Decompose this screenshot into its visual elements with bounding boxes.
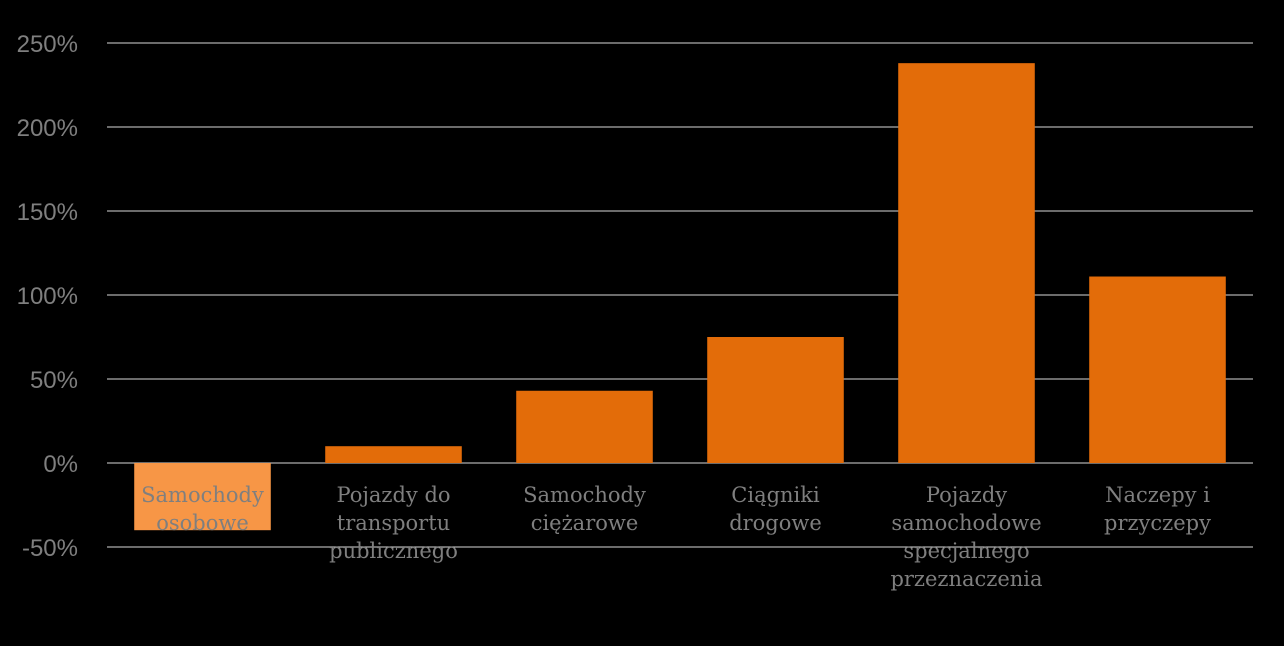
y-tick-label: 200% (17, 115, 78, 142)
y-tick-label: 100% (17, 283, 78, 310)
y-tick-label: -50% (22, 535, 78, 562)
bar (898, 63, 1035, 463)
category-label: Naczepy i przyczepy (1104, 483, 1211, 535)
bar (1089, 276, 1226, 463)
gridlines (107, 42, 1253, 548)
y-tick-label: 50% (30, 367, 78, 394)
bar (134, 463, 271, 531)
category-label: Samochody ciężarowe (523, 483, 646, 535)
category-labels: Samochody osobowe Pojazdy do transportu publ… (141, 483, 1211, 591)
bar (707, 337, 844, 463)
category-label: Ciągniki drogowe (729, 483, 822, 535)
y-tick-label: 250% (17, 31, 78, 58)
y-tick-label: 0% (43, 451, 78, 478)
category-label: Pojazdy samochodowe specjalnego przeznaczen… (890, 483, 1042, 591)
bar (516, 390, 653, 463)
y-tick-label: 150% (17, 199, 78, 226)
y-axis-ticks: -50% 0% 50% 100% 150% 200% 250% (17, 31, 78, 562)
category-label: Samochody osobowe (141, 483, 264, 535)
category-label: Pojazdy do transportu publicznego (329, 483, 458, 563)
bar (325, 446, 462, 463)
bars (134, 63, 1226, 531)
